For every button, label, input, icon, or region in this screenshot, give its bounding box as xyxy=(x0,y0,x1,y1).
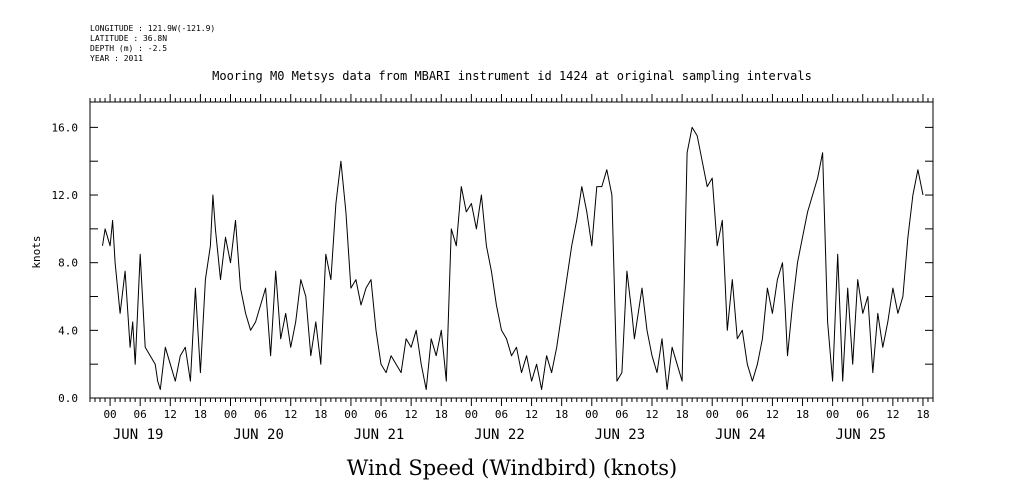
x-tick-label: 18 xyxy=(675,408,688,421)
wind-speed-line xyxy=(102,126,924,390)
date-label: JUN 19 xyxy=(113,427,164,443)
x-tick-label: 12 xyxy=(525,408,538,421)
x-tick-label: 06 xyxy=(374,408,387,421)
x-tick-label: 18 xyxy=(194,408,207,421)
date-label: JUN 24 xyxy=(715,427,766,443)
date-label: JUN 21 xyxy=(354,427,405,443)
y-tick-label: 16.0 xyxy=(52,121,79,134)
x-tick-label: 18 xyxy=(435,408,448,421)
x-tick-label: 00 xyxy=(344,408,357,421)
y-tick-label: 0.0 xyxy=(58,392,78,405)
x-tick-label: 18 xyxy=(555,408,568,421)
x-tick-label: 00 xyxy=(103,408,116,421)
x-tick-label: 12 xyxy=(645,408,658,421)
x-tick-label: 00 xyxy=(585,408,598,421)
x-tick-label: 12 xyxy=(284,408,297,421)
x-tick-label: 06 xyxy=(856,408,869,421)
x-tick-label: 06 xyxy=(495,408,508,421)
x-tick-label: 00 xyxy=(465,408,478,421)
date-labels: JUN 19 JUN 20 JUN 21 JUN 22 JUN 23 JUN 24 JUN … xyxy=(113,427,886,443)
y-tick-label: 4.0 xyxy=(58,324,78,337)
x-tick-label: 12 xyxy=(405,408,418,421)
y-tick-label: 12.0 xyxy=(52,189,79,202)
x-tick-label: 18 xyxy=(796,408,809,421)
y-tick-label: 8.0 xyxy=(58,257,78,270)
date-label: JUN 22 xyxy=(474,427,525,443)
meta-year: YEAR : 2011 xyxy=(90,54,143,63)
x-tick-label: 00 xyxy=(224,408,237,421)
axis-ticks xyxy=(89,94,934,406)
x-tick-label: 12 xyxy=(164,408,177,421)
date-label: JUN 23 xyxy=(595,427,646,443)
x-tick-label: 06 xyxy=(615,408,628,421)
y-tick-labels: 0.0 4.0 8.0 12.0 16.0 xyxy=(52,121,79,405)
x-tick-label: 06 xyxy=(736,408,749,421)
x-tick-label: 06 xyxy=(134,408,147,421)
metadata-block: LONGITUDE : 121.9W(-121.9) LATITUDE : 36… xyxy=(90,24,215,63)
meta-latitude: LATITUDE : 36.8N xyxy=(90,34,167,43)
meta-longitude: LONGITUDE : 121.9W(-121.9) xyxy=(90,24,215,33)
x-tick-label: 06 xyxy=(254,408,267,421)
meta-depth: DEPTH (m) : -2.5 xyxy=(90,44,167,53)
x-tick-label: 18 xyxy=(314,408,327,421)
plot-frame xyxy=(89,101,934,399)
x-axis-label: Wind Speed (Windbird) (knots) xyxy=(347,456,677,480)
x-tick-label: 00 xyxy=(706,408,719,421)
y-axis-label: knots xyxy=(30,235,43,268)
x-tick-label: 12 xyxy=(886,408,899,421)
x-tick-label: 00 xyxy=(826,408,839,421)
chart-title: Mooring M0 Metsys data from MBARI instru… xyxy=(212,69,812,83)
x-tick-label: 12 xyxy=(766,408,779,421)
date-label: JUN 20 xyxy=(233,427,284,443)
x-tick-labels: 00 06 12 18 00 06 12 18 00 06 12 18 00 06 12 18 00 06 12 18… xyxy=(103,408,929,421)
date-label: JUN 25 xyxy=(835,427,886,443)
x-tick-label: 18 xyxy=(916,408,929,421)
